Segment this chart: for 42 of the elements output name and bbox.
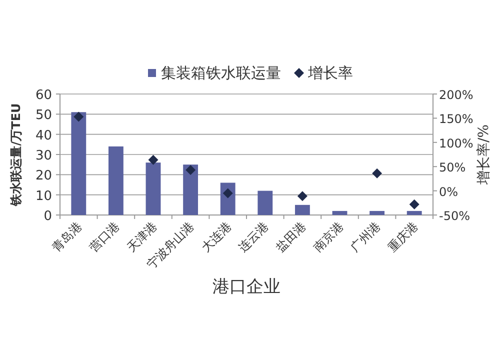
point <box>74 112 84 122</box>
legend-label: 集装箱铁水联运量 <box>161 64 281 82</box>
x-tick-label: 连云港 <box>236 219 272 255</box>
point <box>186 164 196 175</box>
point <box>372 168 382 178</box>
bar <box>108 146 124 215</box>
y2-tick-label: 200% <box>439 88 474 102</box>
bar <box>146 162 161 215</box>
bar <box>71 112 86 215</box>
y-tick-label: 60 <box>35 88 52 103</box>
x-axis-title: 港口企业 <box>212 277 280 297</box>
bar <box>370 210 385 215</box>
point <box>222 188 233 198</box>
x-tick-label: 盐田港 <box>273 219 309 255</box>
point <box>409 199 420 210</box>
y-tick-label: 40 <box>35 128 52 144</box>
x-tick-label: 重庆港 <box>385 219 420 255</box>
x-tick-label: 大连港 <box>198 219 234 255</box>
x-tick-label: 南京港 <box>310 219 346 255</box>
x-tick-label: 营口港 <box>86 219 122 255</box>
y2-axis-title: 增长率/% <box>476 124 492 186</box>
y-tick-label: 30 <box>35 148 52 164</box>
point <box>297 191 308 202</box>
y-axis-title: 铁水联运量/万TEU <box>9 103 23 207</box>
point <box>148 154 158 165</box>
bar <box>294 204 310 215</box>
y2-tick-label: 100% <box>439 136 474 150</box>
y2-tick-label: 0% <box>439 184 458 199</box>
x-tick-label: 青岛港 <box>49 219 85 255</box>
y-tick-label: 50 <box>35 108 52 124</box>
bar <box>258 190 273 215</box>
y2-tick-label: 150% <box>439 112 474 126</box>
y-tick-label: 20 <box>35 168 52 184</box>
legend-label: 增长率 <box>307 64 353 82</box>
bar <box>332 210 348 215</box>
x-tick-label: 广州港 <box>348 219 384 255</box>
y2-tick-label: -50% <box>439 209 470 223</box>
y2-tick-label: 50% <box>439 160 466 175</box>
y-tick-label: 0 <box>44 209 52 224</box>
y-tick-label: 10 <box>35 188 52 204</box>
bar <box>406 210 422 215</box>
bar <box>183 164 198 215</box>
